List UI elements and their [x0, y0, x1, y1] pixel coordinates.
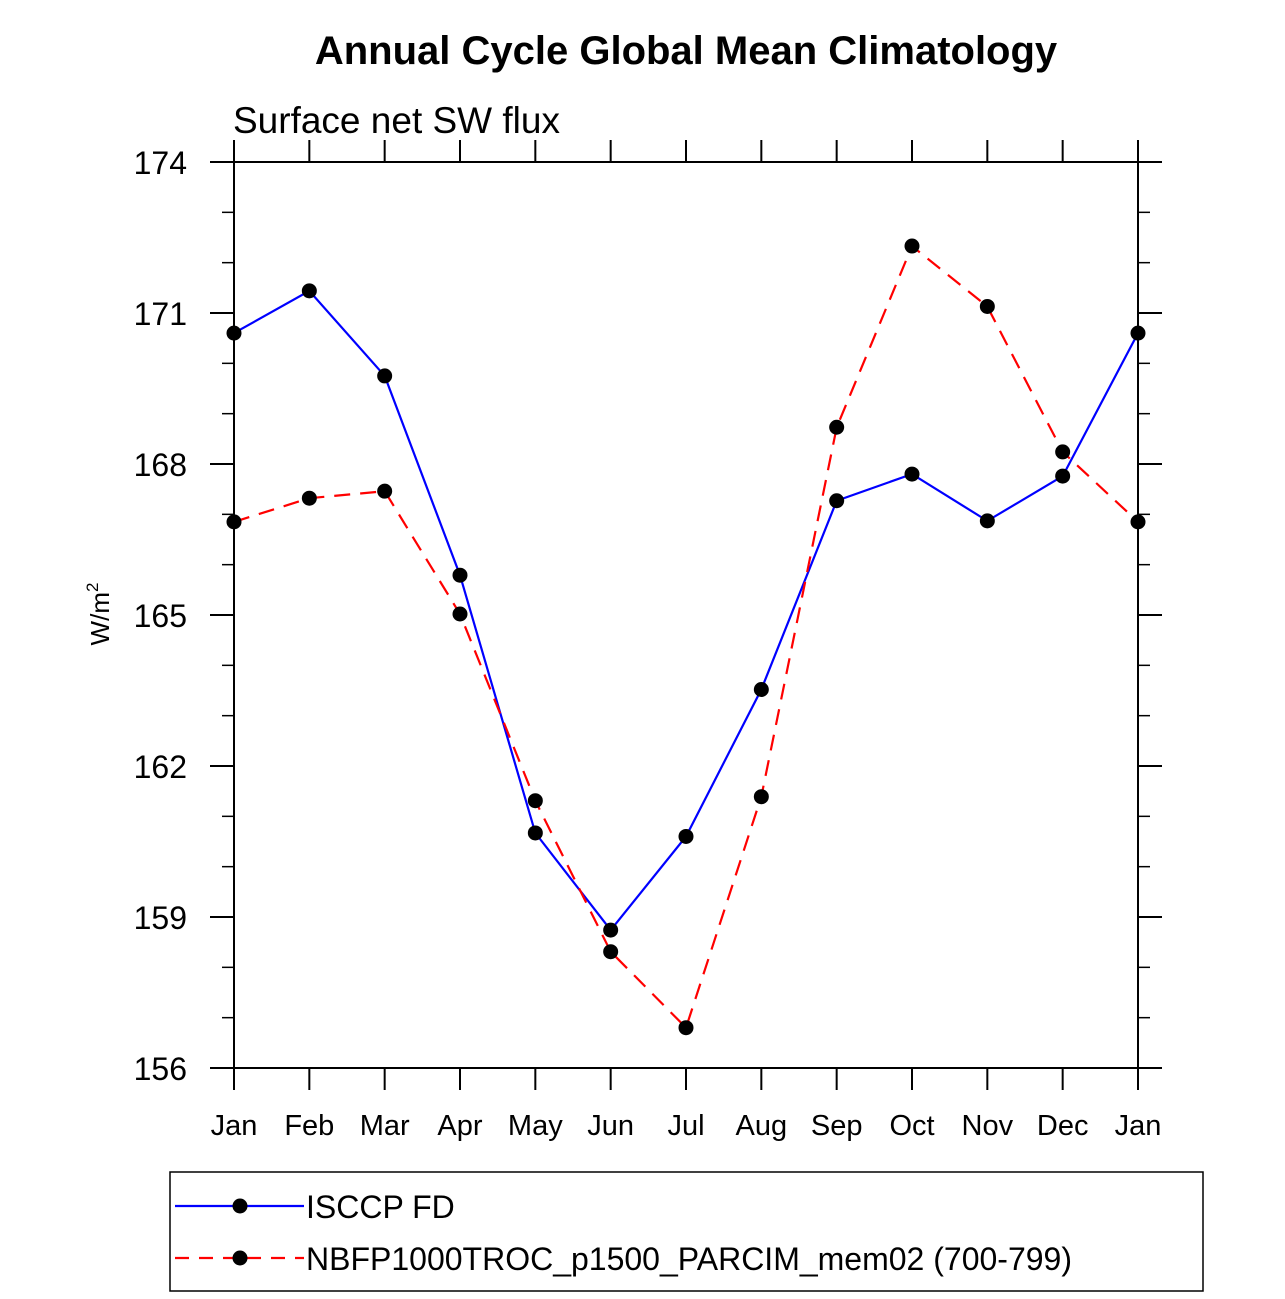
x-tick-label: Jan [211, 1110, 258, 1142]
legend-marker-1 [232, 1250, 248, 1266]
y-tick-label: 156 [134, 1051, 187, 1087]
data-point-series-1 [301, 490, 317, 506]
data-point-series-1 [603, 944, 619, 960]
data-point-series-0 [678, 828, 694, 844]
data-point-series-1 [226, 514, 242, 530]
y-axis-label-superscript: 2 [83, 583, 102, 592]
data-point-series-1 [678, 1020, 694, 1036]
data-point-series-0 [301, 283, 317, 299]
data-point-series-0 [452, 567, 468, 583]
data-point-series-0 [226, 325, 242, 341]
data-point-series-0 [979, 513, 995, 529]
x-tick-label: Nov [962, 1110, 1014, 1142]
x-tick-label: May [508, 1110, 563, 1142]
x-tick-label: Jun [587, 1110, 634, 1142]
y-axis-label: W/m2 [83, 583, 115, 646]
chart-title: Annual Cycle Global Mean Climatology [315, 29, 1058, 73]
x-tick-label: Aug [736, 1110, 788, 1142]
data-point-series-0 [603, 922, 619, 938]
data-point-series-1 [829, 419, 845, 435]
data-point-series-1 [904, 238, 920, 254]
data-point-series-1 [753, 789, 769, 805]
x-tick-label: Jul [667, 1110, 704, 1142]
data-point-series-0 [377, 368, 393, 384]
series-line-1 [233, 244, 1139, 1030]
legend-marker-0 [232, 1198, 248, 1214]
data-point-series-1 [527, 793, 543, 809]
data-point-series-1 [979, 298, 995, 314]
legend-box [169, 1171, 1204, 1292]
legend: ISCCP FD NBFP1000TROC_p1500_PARCIM_mem02 … [169, 1171, 1204, 1292]
data-point-series-0 [753, 681, 769, 697]
x-tick-label: Mar [360, 1110, 410, 1142]
x-tick-label: Feb [284, 1110, 334, 1142]
legend-label-0: ISCCP FD [306, 1189, 455, 1225]
y-tick-labels: 156 159 162 165 168 171 174 [134, 145, 187, 1087]
data-point-series-0 [829, 493, 845, 509]
x-tick-label: Apr [437, 1110, 482, 1142]
data-point-series-1 [377, 483, 393, 499]
data-point-series-1 [452, 606, 468, 622]
data-point-series-0 [904, 466, 920, 482]
y-tick-label: 171 [134, 296, 187, 332]
data-point-series-1 [1130, 514, 1146, 530]
y-tick-label: 162 [134, 749, 187, 785]
x-tick-label: Oct [889, 1110, 934, 1142]
axes [210, 140, 1162, 1090]
y-axis-label-text: W/m [85, 592, 115, 645]
series-layer [226, 238, 1146, 1036]
y-tick-label: 165 [134, 598, 187, 634]
y-tick-label: 174 [134, 145, 187, 181]
plot-frame [233, 161, 1139, 1069]
y-tick-label: 168 [134, 447, 187, 483]
data-point-series-1 [1055, 444, 1071, 460]
x-tick-labels: Jan Feb Mar Apr May Jun Jul Aug Sep Oct Nov Dec Jan [211, 1110, 1162, 1142]
svg-text:W/m2: W/m2 [83, 583, 115, 646]
data-point-series-0 [527, 825, 543, 841]
legend-label-1: NBFP1000TROC_p1500_PARCIM_mem02 (700-799… [306, 1241, 1072, 1277]
data-point-series-0 [1055, 468, 1071, 484]
x-tick-label: Jan [1115, 1110, 1162, 1142]
x-tick-label: Dec [1037, 1110, 1089, 1142]
chart-subtitle: Surface net SW flux [233, 100, 560, 141]
x-tick-label: Sep [811, 1110, 863, 1142]
data-point-series-0 [1130, 325, 1146, 341]
y-tick-label: 159 [134, 900, 187, 936]
